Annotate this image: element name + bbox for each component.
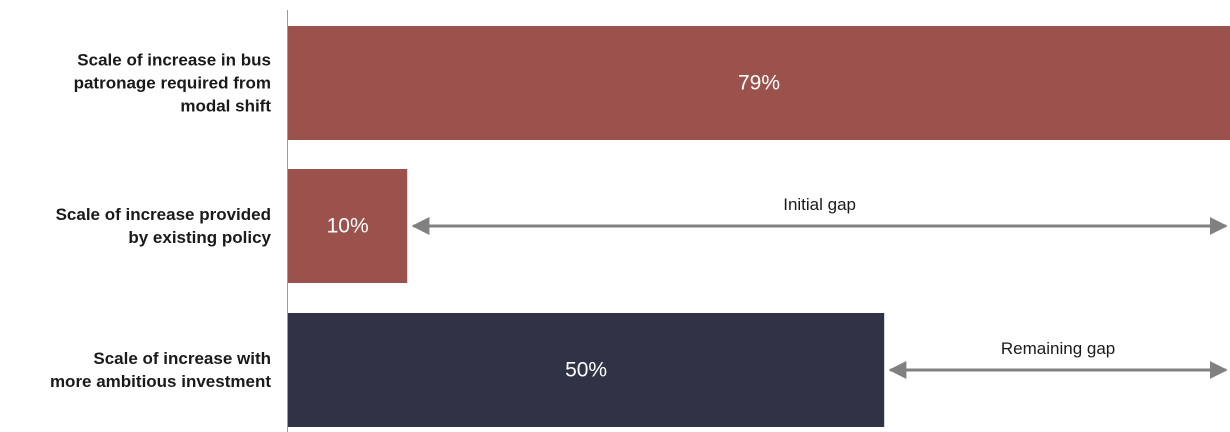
gap-label-1: Initial gap xyxy=(783,195,856,214)
bar-2-value-label: 10% xyxy=(327,215,369,238)
category-label-2: Scale of increase provided by existing po… xyxy=(56,205,272,247)
bar-3 xyxy=(288,313,885,427)
category-label-1: Scale of increase in bus patronage requir… xyxy=(74,51,272,116)
category-label-3: Scale of increase with more ambitious inv… xyxy=(50,349,271,391)
bar-2 xyxy=(288,169,408,283)
bar-1-value-label: 79% xyxy=(738,72,780,95)
bar-3-value-label: 50% xyxy=(565,359,607,382)
gap-label-2: Remaining gap xyxy=(1001,339,1115,358)
bar-1 xyxy=(288,26,1230,140)
